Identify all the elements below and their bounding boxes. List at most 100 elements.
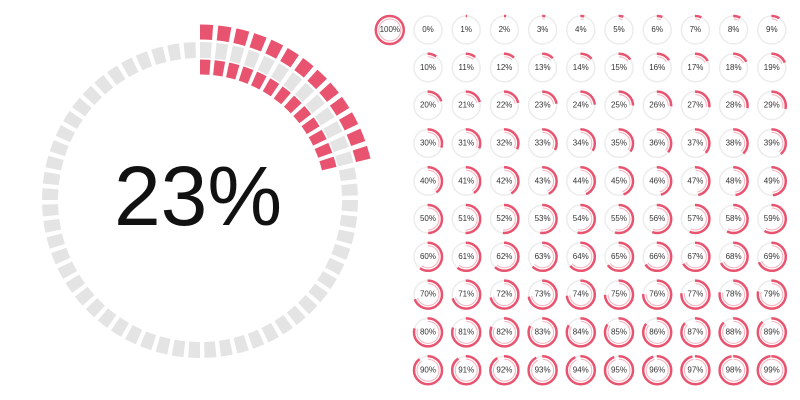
- mini-label: 68%: [726, 252, 742, 261]
- mini-inner-arc: [454, 320, 478, 344]
- mini-arc: [489, 203, 520, 235]
- mini-label: 8%: [728, 25, 740, 34]
- mini-arc: [718, 128, 749, 159]
- mini-inner-arc: [454, 94, 478, 118]
- mini-arc: [450, 128, 482, 159]
- mini-label: 94%: [573, 365, 589, 374]
- mini-inner-arc: [454, 358, 478, 382]
- mini-arc: [680, 203, 711, 235]
- mini-arc: [718, 165, 749, 197]
- main-value-label: 23%: [114, 149, 282, 243]
- mini-label: 26%: [649, 101, 665, 110]
- mini-arc: [756, 203, 788, 235]
- mini-label: 13%: [535, 63, 551, 72]
- mini-arc: [565, 14, 597, 46]
- mini-label: 4%: [575, 25, 587, 34]
- mini-inner-arc: [607, 56, 631, 80]
- mini-inner-arc: [645, 56, 669, 80]
- mini-track: [413, 15, 443, 45]
- mini-arc: [450, 90, 482, 121]
- mini-label: 84%: [573, 328, 589, 337]
- mini-inner-arc: [454, 169, 478, 193]
- mini-inner-arc: [607, 358, 631, 382]
- mini-arc: [527, 52, 558, 84]
- mini-label: 48%: [726, 176, 742, 185]
- mini-inner-arc: [416, 131, 440, 155]
- mini-inner-arc: [569, 18, 593, 42]
- mini-inner-arc: [531, 18, 555, 42]
- mini-inner-arc: [416, 169, 440, 193]
- mini-inner-arc: [531, 245, 555, 269]
- mini-arc: [565, 241, 597, 273]
- mini-arc: [412, 128, 444, 159]
- mini-label: 0%: [422, 25, 434, 34]
- mini-label: 52%: [496, 214, 512, 223]
- mini-inner-arc: [607, 320, 631, 344]
- mini-arc: [641, 317, 673, 348]
- mini-arc: [641, 354, 673, 386]
- mini-inner-arc: [760, 358, 784, 382]
- mini-inner-arc: [722, 283, 746, 307]
- mini-inner-arc: [416, 56, 440, 80]
- mini-arc: [489, 14, 520, 46]
- mini-label: 36%: [649, 139, 665, 148]
- mini-label: 27%: [687, 101, 703, 110]
- mini-inner-arc: [645, 169, 669, 193]
- mini-label: 35%: [611, 139, 627, 148]
- mini-arc: [718, 241, 749, 273]
- mini-inner-arc: [531, 131, 555, 155]
- mini-arc: [603, 14, 635, 46]
- mini-label: 72%: [496, 290, 512, 299]
- mini-label: 58%: [726, 214, 742, 223]
- mini-inner-arc: [454, 131, 478, 155]
- mini-arc: [718, 14, 749, 46]
- mini-inner-arc: [645, 358, 669, 382]
- mini-label: 33%: [535, 139, 551, 148]
- mini-inner-arc: [492, 207, 516, 231]
- mini-arc: [603, 165, 635, 197]
- mini-label: 86%: [649, 328, 665, 337]
- mini-inner-arc: [760, 320, 784, 344]
- mini-inner-arc: [683, 94, 707, 118]
- mini-inner-arc: [760, 18, 784, 42]
- mini-arc: [603, 52, 635, 84]
- mini-arc: [412, 317, 444, 348]
- mini-arc: [756, 241, 788, 273]
- mini-inner-arc: [492, 320, 516, 344]
- mini-arc: [527, 279, 558, 310]
- mini-arc: [489, 165, 520, 197]
- mini-label: 88%: [726, 328, 742, 337]
- mini-inner-arc: [645, 131, 669, 155]
- mini-inner-arc: [492, 18, 516, 42]
- mini-label: 65%: [611, 252, 627, 261]
- mini-label: 59%: [764, 214, 780, 223]
- mini-inner-arc: [569, 320, 593, 344]
- mini-label: 46%: [649, 176, 665, 185]
- mini-label: 22%: [496, 101, 512, 110]
- mini-arc: [374, 14, 406, 46]
- mini-inner-arc: [492, 56, 516, 80]
- mini-arc: [641, 14, 673, 46]
- mini-inner-arc: [416, 358, 440, 382]
- mini-arc: [527, 90, 558, 121]
- mini-arc: [641, 203, 673, 235]
- mini-label: 83%: [535, 328, 551, 337]
- mini-label: 9%: [766, 25, 778, 34]
- mini-label: 28%: [726, 101, 742, 110]
- mini-arc: [565, 354, 597, 386]
- mini-arc: [412, 279, 444, 310]
- mini-label: 50%: [420, 214, 436, 223]
- mini-label: 29%: [764, 101, 780, 110]
- mini-inner-arc: [683, 283, 707, 307]
- mini-label: 56%: [649, 214, 665, 223]
- mini-label: 91%: [458, 365, 474, 374]
- mini-label: 16%: [649, 63, 665, 72]
- mini-inner-arc: [531, 358, 555, 382]
- gauge-arc: [59, 59, 341, 341]
- mini-arc: [565, 90, 597, 121]
- mini-label: 70%: [420, 290, 436, 299]
- mini-label: 55%: [611, 214, 627, 223]
- gauge-track: [42, 42, 358, 358]
- mini-inner-arc: [531, 283, 555, 307]
